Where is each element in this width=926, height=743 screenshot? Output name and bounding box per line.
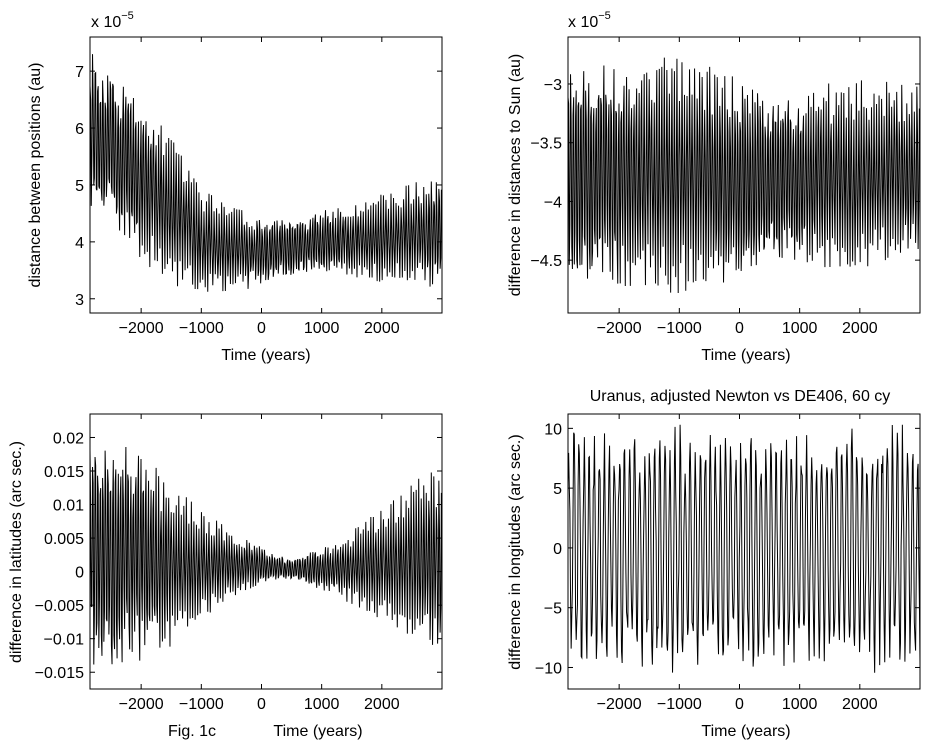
- y-tick-label: 0.005: [44, 531, 84, 548]
- panel-distance-between-positions: x 10−5 −2000 −1000 0 1000 2000 3 4 5 6 7 Time (ye…: [27, 10, 443, 364]
- panel2-exponent: x 10−5: [568, 10, 611, 31]
- panel1-exponent: x 10−5: [91, 10, 134, 31]
- plot-frame: [89, 36, 443, 314]
- y-tick-label: −0.01: [44, 632, 85, 649]
- x-tick-label: 1000: [304, 320, 340, 337]
- y-tick-label: 4: [75, 235, 84, 252]
- y-tick-label: 6: [75, 121, 84, 138]
- panel2-xlabel: Time (years): [701, 347, 790, 364]
- x-tick-label: −1000: [179, 320, 224, 337]
- y-tick-label: −0.005: [35, 598, 84, 615]
- plot-frame: [89, 413, 443, 690]
- series-line-distance: [90, 54, 442, 292]
- x-tick-label: 2000: [842, 320, 878, 337]
- x-tick-label: 0: [735, 320, 744, 337]
- y-tick-label: 0.01: [53, 498, 84, 515]
- panel4-ylabel: difference in longitudes (arc sec.): [507, 434, 524, 669]
- panel1-xlabel: Time (years): [221, 347, 310, 364]
- y-tick-label: −4: [544, 194, 562, 211]
- panel4-plot-area: −2000 −1000 0 1000 2000 −10 −5 0 5 10: [535, 413, 921, 713]
- x-tick-label: 2000: [842, 696, 878, 713]
- x-tick-label: 2000: [364, 696, 400, 713]
- x-tick-label: 2000: [364, 320, 400, 337]
- x-tick-label: −2000: [119, 696, 164, 713]
- x-tick-label: −2000: [597, 320, 642, 337]
- figure-caption: Fig. 1c: [168, 723, 216, 740]
- panel3-ylabel: difference in latitudes (arc sec.): [8, 441, 25, 663]
- x-tick-label: −2000: [597, 696, 642, 713]
- panel-difference-distances-to-sun: x 10−5 −2000 −1000 0 1000 2000 −4.5 −4 −3.5 −3 T…: [507, 10, 921, 364]
- panel2-plot-area: −2000 −1000 0 1000 2000 −4.5 −4 −3.5 −3: [530, 36, 921, 337]
- y-tick-label: 5: [75, 178, 84, 195]
- y-tick-label: 7: [75, 64, 84, 81]
- y-tick-label: 0: [75, 565, 84, 582]
- panel4-title: Uranus, adjusted Newton vs DE406, 60 cy: [590, 388, 891, 405]
- y-tick-label: 3: [75, 292, 84, 309]
- y-tick-label: −4.5: [530, 253, 562, 270]
- x-tick-label: 0: [257, 696, 266, 713]
- panel4-xlabel: Time (years): [701, 723, 790, 740]
- panel1-ylabel: distance between positions (au): [27, 62, 44, 287]
- x-tick-label: −1000: [657, 320, 702, 337]
- x-tick-label: 1000: [782, 320, 818, 337]
- x-tick-label: 0: [735, 696, 744, 713]
- panel3-plot-area: −2000 −1000 0 1000 2000 −0.015 −0.01 −0.005 0 0.0…: [35, 413, 443, 713]
- x-tick-label: −2000: [119, 320, 164, 337]
- panel-difference-in-longitudes: Uranus, adjusted Newton vs DE406, 60 cy …: [507, 388, 921, 740]
- series-line-longitude-difference: [568, 424, 920, 673]
- panel-difference-in-latitudes: −2000 −1000 0 1000 2000 −0.015 −0.01 −0.005 0 0.0…: [8, 413, 443, 740]
- panel2-ylabel: difference in distances to Sun (au): [507, 54, 524, 297]
- y-tick-label: −10: [535, 660, 562, 677]
- y-tick-label: 10: [544, 421, 562, 438]
- y-tick-label: −5: [544, 601, 562, 618]
- y-tick-label: −0.015: [35, 665, 84, 682]
- x-tick-label: 0: [257, 320, 266, 337]
- panel3-xlabel: Time (years): [273, 723, 362, 740]
- y-tick-label: 0.015: [44, 464, 84, 481]
- y-tick-label: 5: [553, 481, 562, 498]
- x-tick-label: −1000: [657, 696, 702, 713]
- series-line-latitude-difference: [90, 447, 442, 665]
- y-tick-label: −3: [544, 77, 562, 94]
- series-line-radial-difference: [568, 57, 920, 293]
- plot-frame: [567, 413, 921, 690]
- x-tick-label: −1000: [179, 696, 224, 713]
- panel1-plot-area: −2000 −1000 0 1000 2000 3 4 5 6 7: [75, 36, 443, 337]
- y-tick-label: −3.5: [530, 136, 562, 153]
- y-tick-label: 0: [553, 541, 562, 558]
- x-tick-label: 1000: [782, 696, 818, 713]
- y-tick-label: 0.02: [53, 430, 84, 447]
- x-tick-label: 1000: [304, 696, 340, 713]
- plot-frame: [567, 36, 921, 314]
